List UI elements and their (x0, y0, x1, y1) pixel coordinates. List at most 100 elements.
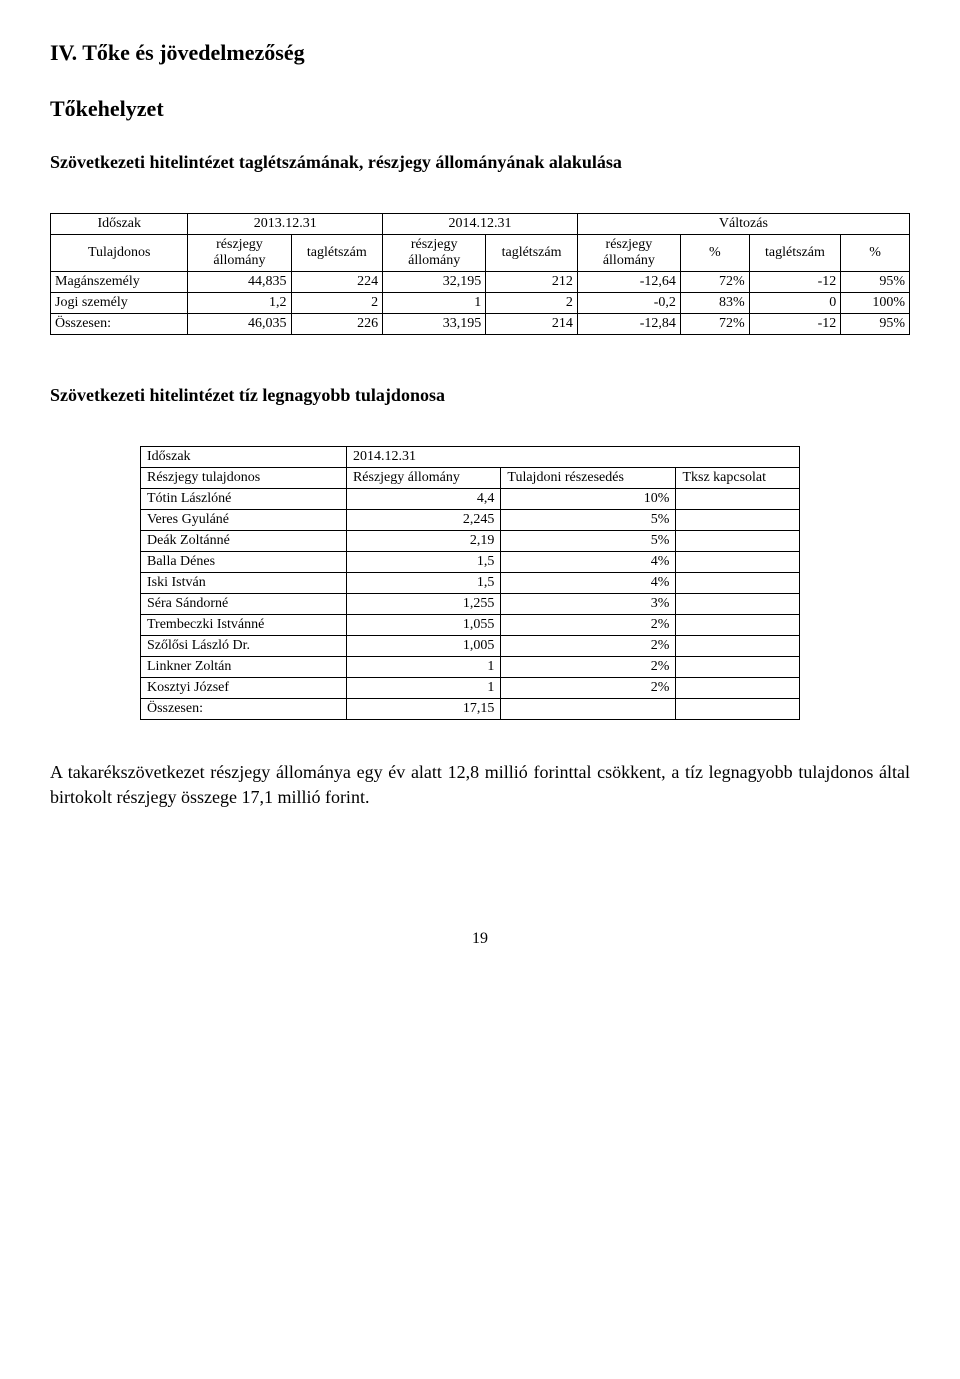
t1-cell: 46,035 (188, 314, 291, 335)
t1-h-sharestock-1: részjegy állomány (188, 235, 291, 272)
t2-stock: 1,5 (346, 573, 500, 594)
t1-cell: 44,835 (188, 272, 291, 293)
t1-cell: -12,84 (577, 314, 680, 335)
table-row-total: Összesen: 17,15 (141, 699, 800, 720)
section-title: IV. Tőke és jövedelmezőség (50, 40, 910, 66)
t2-tksz (676, 678, 800, 699)
t2-share: 2% (501, 678, 676, 699)
t1-h-members-3: taglétszám (749, 235, 841, 272)
t2-share: 5% (501, 531, 676, 552)
t2-name: Kosztyi József (141, 678, 347, 699)
t2-tksz (676, 636, 800, 657)
table-row: Veres Gyuláné 2,245 5% (141, 510, 800, 531)
table-row: Magánszemély 44,835 224 32,195 212 -12,6… (51, 272, 910, 293)
t1-cell: 72% (680, 314, 749, 335)
t2-name: Balla Dénes (141, 552, 347, 573)
t2-name: Veres Gyuláné (141, 510, 347, 531)
t1-cell: 32,195 (383, 272, 486, 293)
t2-tksz (676, 489, 800, 510)
t1-row-label: Összesen: (51, 314, 188, 335)
table-row: Balla Dénes 1,5 4% (141, 552, 800, 573)
table-row: Összesen: 46,035 226 33,195 214 -12,84 7… (51, 314, 910, 335)
t1-cell: 1 (383, 293, 486, 314)
t2-stock: 1,055 (346, 615, 500, 636)
t2-stock: 2,245 (346, 510, 500, 531)
t2-tksz (676, 510, 800, 531)
table-row: Trembeczki Istvánné 1,055 2% (141, 615, 800, 636)
t1-cell: 214 (486, 314, 578, 335)
t1-cell: 72% (680, 272, 749, 293)
t1-cell: -12 (749, 314, 841, 335)
t2-stock: 1 (346, 678, 500, 699)
t1-cell: 224 (291, 272, 383, 293)
t2-tksz (676, 573, 800, 594)
t2-h-stock: Részjegy állomány (346, 468, 500, 489)
t1-cell: -12,64 (577, 272, 680, 293)
t2-h-owner: Részjegy tulajdonos (141, 468, 347, 489)
table-row: Jogi személy 1,2 2 1 2 -0,2 83% 0 100% (51, 293, 910, 314)
t1-cell: 2 (291, 293, 383, 314)
t1-h-members-2: taglétszám (486, 235, 578, 272)
table-row: Séra Sándorné 1,255 3% (141, 594, 800, 615)
t1-cell: 95% (841, 272, 910, 293)
t2-total-label: Összesen: (141, 699, 347, 720)
t1-h-pct-2: % (841, 235, 910, 272)
t1-h-members-1: taglétszám (291, 235, 383, 272)
t2-period-value: 2014.12.31 (346, 447, 799, 468)
t1-row-label: Jogi személy (51, 293, 188, 314)
t2-share: 10% (501, 489, 676, 510)
t2-name: Linkner Zoltán (141, 657, 347, 678)
t2-total-stock: 17,15 (346, 699, 500, 720)
t2-h-tksz: Tksz kapcsolat (676, 468, 800, 489)
t1-cell: 1,2 (188, 293, 291, 314)
t2-tksz (676, 657, 800, 678)
t2-stock: 1,5 (346, 552, 500, 573)
t2-share: 2% (501, 636, 676, 657)
t1-period1: 2013.12.31 (188, 214, 383, 235)
t2-stock: 1,255 (346, 594, 500, 615)
t2-share: 4% (501, 573, 676, 594)
t2-name: Trembeczki Istvánné (141, 615, 347, 636)
table-top-owners: Időszak 2014.12.31 Részjegy tulajdonos R… (140, 446, 800, 720)
t1-cell: 83% (680, 293, 749, 314)
t2-share: 5% (501, 510, 676, 531)
t2-h-share: Tulajdoni részesedés (501, 468, 676, 489)
t2-total-empty (676, 699, 800, 720)
t2-name: Tótin Lászlóné (141, 489, 347, 510)
t1-change-label: Változás (577, 214, 909, 235)
t2-total-empty (501, 699, 676, 720)
t1-cell: 100% (841, 293, 910, 314)
mid-paragraph: Szövetkezeti hitelintézet tíz legnagyobb… (50, 385, 910, 406)
closing-paragraph: A takarékszövetkezet részjegy állománya … (50, 760, 910, 810)
t1-cell: 0 (749, 293, 841, 314)
t1-period-label: Időszak (51, 214, 188, 235)
t2-name: Séra Sándorné (141, 594, 347, 615)
t2-tksz (676, 615, 800, 636)
t1-h-pct-1: % (680, 235, 749, 272)
t1-row-label: Magánszemély (51, 272, 188, 293)
t2-name: Iski István (141, 573, 347, 594)
table-row: Szőlősi László Dr. 1,005 2% (141, 636, 800, 657)
t1-cell: 2 (486, 293, 578, 314)
intro-paragraph: Szövetkezeti hitelintézet taglétszámának… (50, 152, 910, 173)
t1-h-sharestock-2: részjegy állomány (383, 235, 486, 272)
t2-share: 2% (501, 657, 676, 678)
t2-share: 3% (501, 594, 676, 615)
t1-period2: 2014.12.31 (383, 214, 578, 235)
table-row: Tótin Lászlóné 4,4 10% (141, 489, 800, 510)
table-row: Iski István 1,5 4% (141, 573, 800, 594)
table-membership: Időszak 2013.12.31 2014.12.31 Változás T… (50, 213, 910, 335)
t1-owner-label: Tulajdonos (51, 235, 188, 272)
t2-name: Deák Zoltánné (141, 531, 347, 552)
t2-name: Szőlősi László Dr. (141, 636, 347, 657)
t2-stock: 1 (346, 657, 500, 678)
t2-stock: 4,4 (346, 489, 500, 510)
t1-cell: 33,195 (383, 314, 486, 335)
t1-cell: 226 (291, 314, 383, 335)
page-number: 19 (50, 930, 910, 948)
t2-period-label: Időszak (141, 447, 347, 468)
t2-share: 2% (501, 615, 676, 636)
t2-stock: 2,19 (346, 531, 500, 552)
table-row: Kosztyi József 1 2% (141, 678, 800, 699)
table-row: Linkner Zoltán 1 2% (141, 657, 800, 678)
